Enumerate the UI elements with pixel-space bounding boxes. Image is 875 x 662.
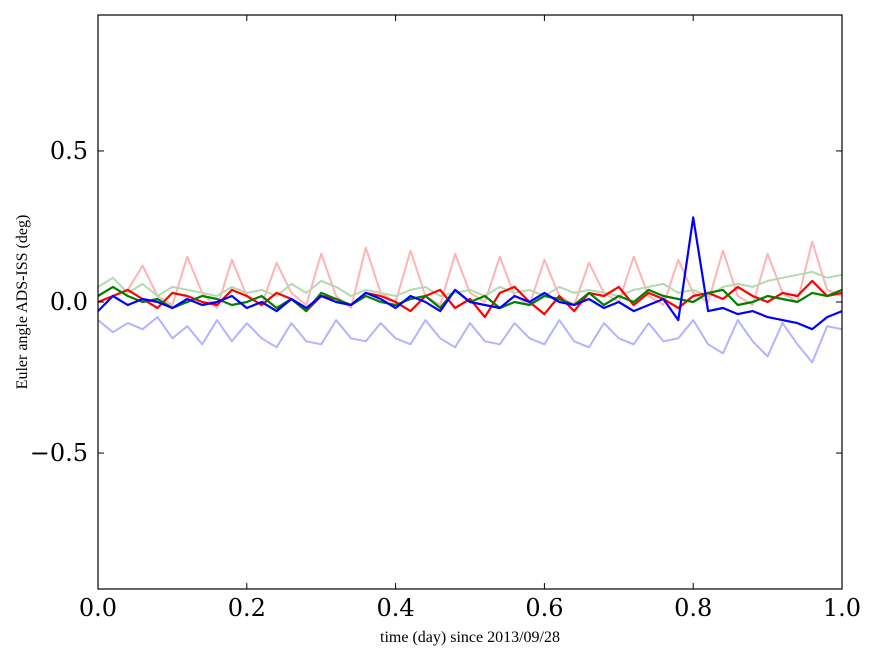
x-tick-label: 0.2 bbox=[228, 594, 266, 622]
y-tick-label: 0.5 bbox=[50, 137, 88, 165]
y-tick-label: −0.5 bbox=[30, 439, 88, 467]
plot-frame bbox=[97, 14, 843, 590]
series-line-3 bbox=[97, 316, 843, 364]
y-axis-label: Euler angle ADS-ISS (deg) bbox=[14, 215, 31, 390]
series-layer bbox=[97, 216, 843, 364]
series-line-6 bbox=[97, 216, 843, 331]
x-tick-label: 0.8 bbox=[674, 594, 712, 622]
tick-layer: 0.0 0.2 0.4 0.6 0.8 1.0 −0.5 0.0 0.5 bbox=[30, 15, 861, 622]
y-tick-label: 0.0 bbox=[50, 288, 88, 316]
x-tick-label: 0.6 bbox=[525, 594, 563, 622]
x-tick-label: 0.4 bbox=[377, 594, 415, 622]
x-tick-label: 1.0 bbox=[823, 594, 861, 622]
x-tick-label: 0.0 bbox=[79, 594, 117, 622]
x-axis-label: time (day) since 2013/09/28 bbox=[380, 629, 560, 646]
